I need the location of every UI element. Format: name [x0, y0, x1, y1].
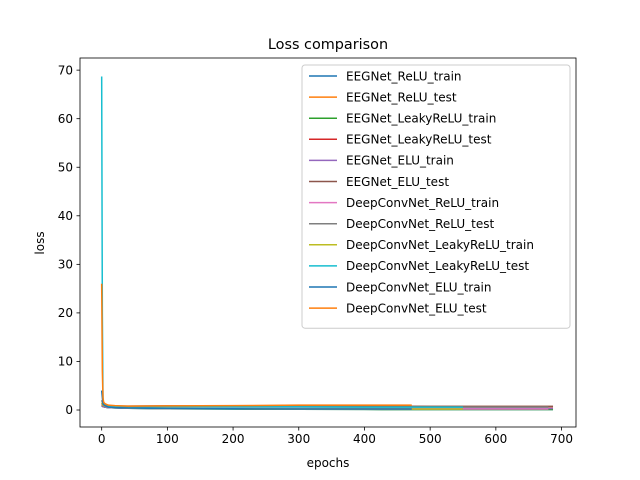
legend-label-7: DeepConvNet_ReLU_test [346, 217, 495, 231]
y-tick-label: 50 [58, 160, 73, 174]
x-tick-label: 600 [484, 432, 507, 446]
x-tick-label: 700 [550, 432, 573, 446]
legend-label-6: DeepConvNet_ReLU_train [346, 196, 499, 210]
y-tick-label: 70 [58, 63, 73, 77]
series-layer [100, 76, 554, 411]
x-tick-label: 100 [156, 432, 179, 446]
y-axis-ticks: 0 10 20 30 40 50 60 70 [58, 63, 80, 417]
y-tick-label: 10 [58, 355, 73, 369]
y-tick-label: 0 [65, 403, 73, 417]
legend-label-8: DeepConvNet_LeakyReLU_train [346, 238, 534, 252]
legend-label-9: DeepConvNet_LeakyReLU_test [346, 259, 529, 273]
x-tick-label: 500 [419, 432, 442, 446]
series-line-11 [100, 283, 412, 407]
x-axis-label: epochs [307, 456, 350, 470]
legend-label-10: DeepConvNet_ELU_train [346, 280, 492, 294]
legend: EEGNet_ReLU_train EEGNet_ReLU_test EEGNet_… [301, 64, 571, 329]
plot-area [79, 57, 577, 428]
y-axis-label: loss [33, 231, 47, 254]
legend-box [301, 64, 571, 329]
y-tick-label: 60 [58, 112, 73, 126]
legend-label-0: EEGNet_ReLU_train [346, 69, 462, 83]
x-tick-label: 400 [353, 432, 376, 446]
series-line-10 [100, 390, 412, 410]
x-tick-label: 300 [287, 432, 310, 446]
y-tick-label: 40 [58, 209, 73, 223]
legend-label-11: DeepConvNet_ELU_test [346, 301, 487, 315]
x-tick-label: 0 [98, 432, 106, 446]
x-axis-ticks: 0 100 200 300 400 500 600 700 [98, 427, 573, 446]
legend-label-4: EEGNet_ELU_train [346, 154, 454, 168]
x-tick-label: 200 [222, 432, 245, 446]
legend-label-1: EEGNet_ReLU_test [346, 90, 457, 104]
legend-label-5: EEGNet_ELU_test [346, 175, 449, 189]
legend-label-3: EEGNet_LeakyReLU_test [346, 133, 492, 147]
legend-label-2: EEGNet_LeakyReLU_train [346, 112, 496, 126]
axes-frame [79, 57, 577, 428]
y-tick-label: 30 [58, 258, 73, 272]
chart-title: Loss comparison [268, 37, 388, 53]
y-tick-label: 20 [58, 306, 73, 320]
